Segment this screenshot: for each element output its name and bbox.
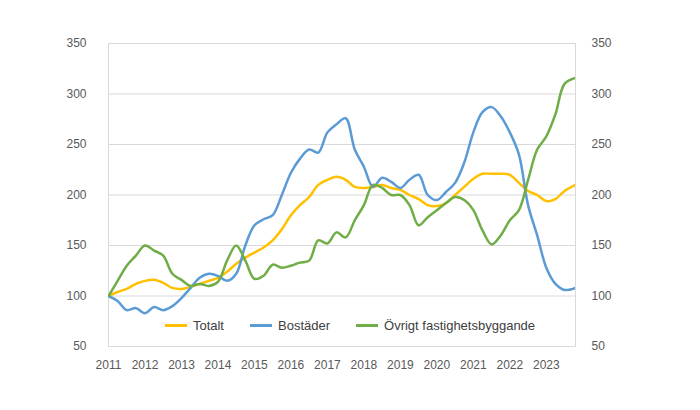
svg-text:2014: 2014: [205, 358, 232, 372]
svg-text:300: 300: [66, 87, 86, 101]
svg-text:2022: 2022: [496, 358, 523, 372]
svg-text:2018: 2018: [351, 358, 378, 372]
svg-text:2017: 2017: [314, 358, 341, 372]
svg-text:350: 350: [66, 36, 86, 50]
svg-text:200: 200: [592, 188, 612, 202]
svg-text:2016: 2016: [278, 358, 305, 372]
svg-text:250: 250: [592, 137, 612, 151]
html-text:Bostäder: Bostäder: [278, 318, 330, 333]
svg-text:150: 150: [66, 238, 86, 252]
svg-text:2019: 2019: [387, 358, 414, 372]
svg-text:2023: 2023: [533, 358, 560, 372]
svg-text:2015: 2015: [241, 358, 268, 372]
svg-text:150: 150: [592, 238, 612, 252]
html-text:Totalt: Totalt: [192, 318, 224, 333]
svg-text:2012: 2012: [132, 358, 159, 372]
svg-text:2020: 2020: [424, 358, 451, 372]
svg-text:100: 100: [592, 289, 612, 303]
svg-text:350: 350: [592, 36, 612, 50]
svg-text:50: 50: [73, 339, 87, 353]
svg-text:100: 100: [66, 289, 86, 303]
svg-text:50: 50: [592, 339, 606, 353]
html-text:Övrigt fastighetsbyggande: Övrigt fastighetsbyggande: [384, 318, 536, 333]
svg-text:250: 250: [66, 137, 86, 151]
svg-text:2011: 2011: [96, 358, 122, 372]
svg-text:2021: 2021: [460, 358, 487, 372]
svg-text:2013: 2013: [168, 358, 195, 372]
svg-text:200: 200: [66, 188, 86, 202]
svg-text:300: 300: [592, 87, 612, 101]
